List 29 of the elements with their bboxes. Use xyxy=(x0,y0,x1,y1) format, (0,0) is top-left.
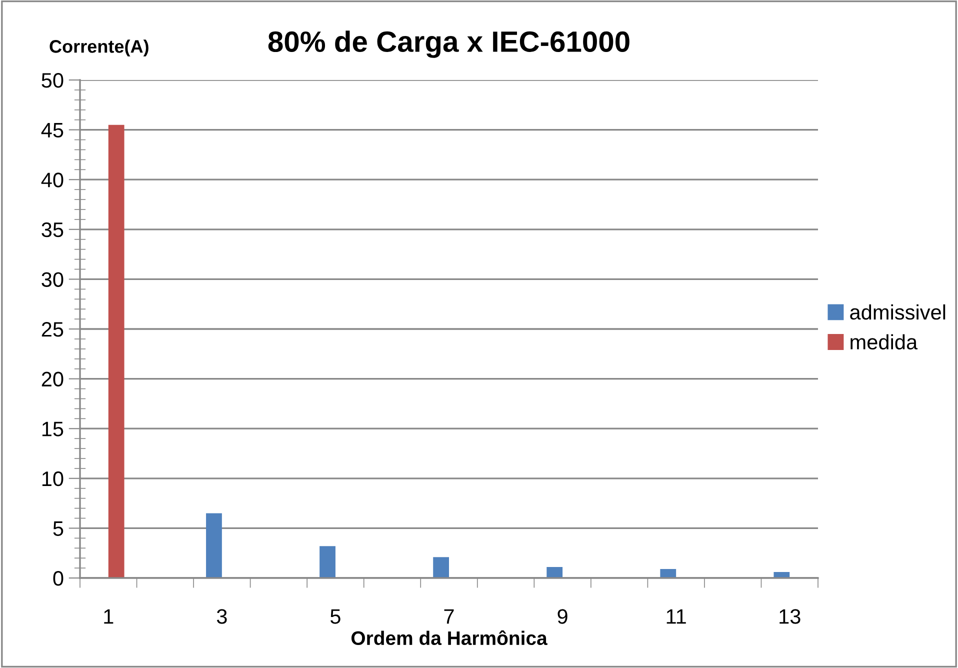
y-tick-label: 30 xyxy=(42,272,64,287)
y-tick-label: 5 xyxy=(53,521,64,536)
y-tick-label: 50 xyxy=(42,73,64,88)
y-tick-label: 35 xyxy=(42,222,64,238)
x-tick-label: 3 xyxy=(216,609,227,624)
bar xyxy=(206,513,222,578)
y-tick-label: 25 xyxy=(42,322,64,337)
bar xyxy=(320,546,336,578)
y-tick-label: 20 xyxy=(42,372,64,387)
x-tick-label: 1 xyxy=(104,609,114,624)
x-tick-label: 7 xyxy=(444,609,454,624)
bar xyxy=(108,124,124,578)
x-axis-title: Ordem da Harmônica xyxy=(351,630,548,646)
y-tick-label: 15 xyxy=(42,422,64,436)
legend-label: medida xyxy=(850,334,918,350)
bar xyxy=(546,567,563,578)
bar xyxy=(433,557,449,578)
y-tick-label: 10 xyxy=(42,471,64,486)
y-axis-title: Corrente(A) xyxy=(50,40,148,56)
chart-title: 80% de Carga x IEC-61000 xyxy=(268,30,630,58)
y-tick-label: 45 xyxy=(41,123,64,138)
x-tick-label: 9 xyxy=(558,609,568,624)
x-tick-label: 13 xyxy=(780,609,800,624)
y-tick-label: 0 xyxy=(53,571,64,586)
legend-label: admissivel xyxy=(850,304,946,320)
x-tick-label: 11 xyxy=(666,609,686,624)
bar xyxy=(660,569,676,578)
y-tick-label: 40 xyxy=(41,172,64,188)
x-tick-label: 5 xyxy=(330,609,340,624)
